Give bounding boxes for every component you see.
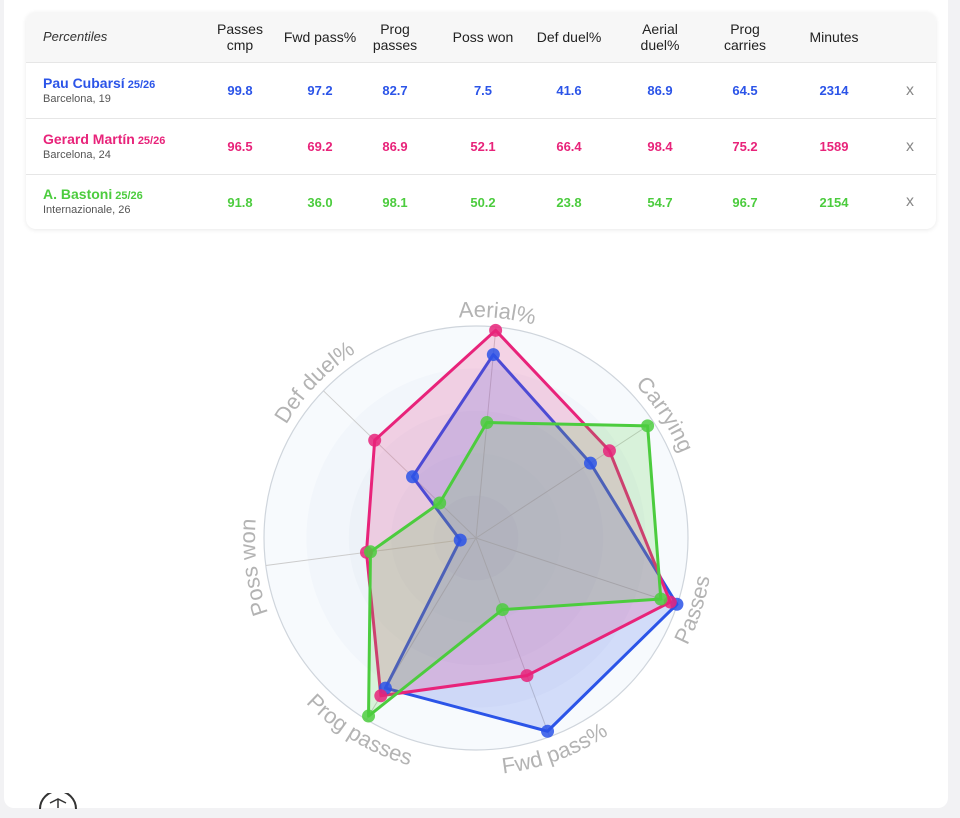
data-point xyxy=(453,533,467,547)
data-point xyxy=(363,545,377,559)
column-header-line1: Fwd pass% xyxy=(283,29,357,45)
player-season: 25/26 xyxy=(127,78,156,91)
column-header[interactable]: Fwd pass% xyxy=(278,12,362,62)
player-info: A. Bastoni 25/26 Internazionale, 26 xyxy=(43,175,143,229)
data-point xyxy=(520,669,534,683)
player-season: 25/26 xyxy=(137,134,166,147)
table-row: Pau Cubarsí 25/26 Barcelona, 19 99.8 97.2 82.… xyxy=(26,63,936,119)
percentile-value: 99.8 xyxy=(227,83,253,98)
table-row: A. Bastoni 25/26 Internazionale, 26 91.8 36.… xyxy=(26,175,936,229)
player-name-text: Gerard Martín xyxy=(43,130,135,147)
column-header[interactable]: Minutes xyxy=(792,12,876,62)
percentile-value: 41.6 xyxy=(556,83,582,98)
percentile-value: 54.7 xyxy=(647,194,673,210)
percentile-value: 36.0 xyxy=(307,194,333,210)
player-name[interactable]: Gerard Martín 25/26 xyxy=(43,130,166,149)
player-name-text: Pau Cubarsí xyxy=(43,74,125,91)
column-header-line1: Aerial xyxy=(642,21,678,37)
player-club: Barcelona, 24 xyxy=(43,148,111,161)
percentile-table: Percentiles Passes cmp Fwd pass% Prog passes… xyxy=(26,12,936,229)
data-point xyxy=(406,470,420,484)
percentile-value: 82.7 xyxy=(382,83,408,98)
remove-player-button[interactable]: x xyxy=(906,81,914,99)
percentile-value: 66.4 xyxy=(556,139,582,154)
axis-spoke xyxy=(475,537,678,605)
comparison-panel: Percentiles Passes cmp Fwd pass% Prog passes… xyxy=(4,0,948,810)
data-point xyxy=(583,456,597,470)
column-header-line1: Prog xyxy=(380,21,410,37)
data-point xyxy=(480,416,494,430)
data-point xyxy=(362,709,376,723)
player-club: Internazionale, 26 xyxy=(43,204,131,216)
player-name[interactable]: Pau Cubarsí 25/26 xyxy=(43,74,156,93)
percentile-value: 2314 xyxy=(819,83,849,98)
axis-spoke xyxy=(475,421,654,539)
percentile-value: 23.8 xyxy=(556,194,582,210)
data-point xyxy=(641,419,655,433)
player-club: Barcelona, 19 xyxy=(43,92,111,105)
percentile-value: 2154 xyxy=(819,194,849,210)
column-header[interactable]: Passes cmp xyxy=(198,12,282,62)
percentile-value: 96.7 xyxy=(732,194,758,210)
remove-player-button[interactable]: x xyxy=(906,193,914,210)
table-row: Gerard Martín 25/26 Barcelona, 24 96.5 69.2 8… xyxy=(26,119,936,175)
percentile-value: 64.5 xyxy=(732,83,758,98)
table-header: Percentiles Passes cmp Fwd pass% Prog passes… xyxy=(26,12,936,63)
column-header[interactable]: Prog passes xyxy=(353,12,437,62)
data-point xyxy=(489,323,503,337)
data-point xyxy=(368,433,382,447)
column-header-line1: Poss won xyxy=(452,29,514,45)
column-header-line2: passes xyxy=(372,37,418,53)
percentile-value: 7.5 xyxy=(473,83,493,98)
percentile-value: 75.2 xyxy=(732,139,758,154)
percentile-value: 69.2 xyxy=(307,139,333,154)
percentile-value: 96.5 xyxy=(227,139,253,154)
percentile-value: 98.4 xyxy=(647,139,673,154)
football-icon xyxy=(38,790,78,818)
column-header-line2: cmp xyxy=(226,37,254,53)
column-header[interactable]: Aerial duel% xyxy=(618,12,702,62)
column-header-line2: carries xyxy=(723,37,766,53)
column-header-line2: duel% xyxy=(640,37,680,53)
percentile-value: 52.1 xyxy=(470,139,496,154)
player-season: 25/26 xyxy=(115,190,143,202)
data-point xyxy=(433,496,447,510)
column-header[interactable]: Def duel% xyxy=(527,12,611,62)
axis-spoke xyxy=(475,326,497,539)
percentile-value: 91.8 xyxy=(227,194,253,210)
data-point xyxy=(495,603,509,617)
column-header-line1: Def duel% xyxy=(536,29,602,45)
player-name-text: A. Bastoni xyxy=(43,186,113,202)
column-header-line1: Minutes xyxy=(809,29,859,45)
column-header[interactable]: Prog carries xyxy=(703,12,787,62)
series-area xyxy=(367,421,663,718)
player-info: Gerard Martín 25/26 Barcelona, 24 xyxy=(43,119,165,174)
data-point xyxy=(654,592,668,606)
column-header[interactable]: Poss won xyxy=(441,12,525,62)
player-info: Pau Cubarsí 25/26 Barcelona, 19 xyxy=(43,63,155,118)
percentile-value: 86.9 xyxy=(647,83,673,98)
remove-player-button[interactable]: x xyxy=(906,137,914,155)
percentile-value: 50.2 xyxy=(470,194,496,210)
column-header-line1: Prog xyxy=(730,21,760,37)
percentile-value: 1589 xyxy=(819,139,849,154)
percentile-value: 97.2 xyxy=(307,83,333,98)
data-point xyxy=(374,689,388,703)
percentile-value: 86.9 xyxy=(382,139,408,154)
axis-spoke xyxy=(475,537,551,737)
data-point xyxy=(486,348,500,362)
data-point xyxy=(602,444,616,458)
percentile-value: 98.1 xyxy=(382,194,408,210)
table-corner-label: Percentiles xyxy=(43,29,108,44)
player-name[interactable]: A. Bastoni 25/26 xyxy=(43,187,143,204)
axis-spoke xyxy=(323,390,477,539)
data-point xyxy=(541,724,555,738)
column-header-line1: Passes xyxy=(217,21,263,37)
